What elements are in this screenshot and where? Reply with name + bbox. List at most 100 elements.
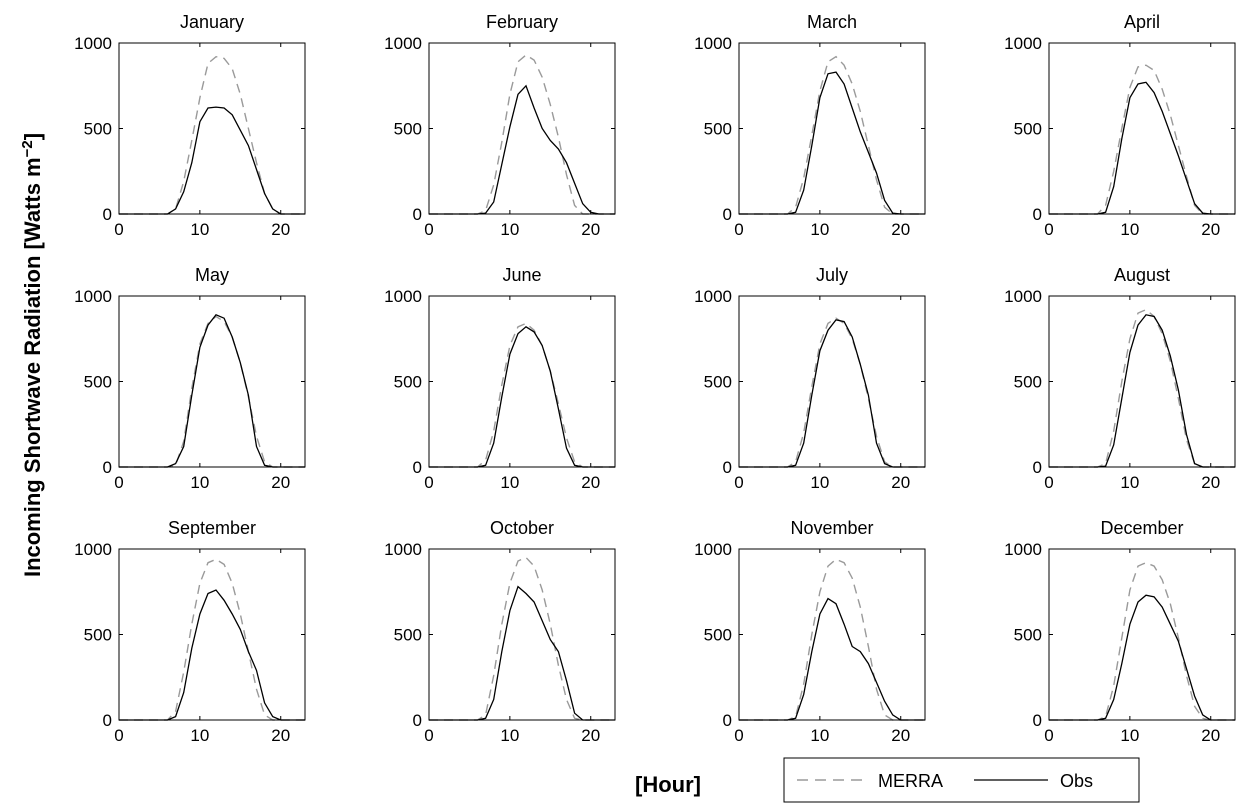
x-tick-label: 0	[424, 220, 433, 239]
series-obs-line	[119, 106, 305, 215]
series-obs-line	[429, 325, 615, 468]
series-merra-line	[739, 55, 925, 215]
y-tick-label: 500	[394, 626, 422, 645]
x-tick-label: 10	[500, 220, 519, 239]
y-tick-label: 500	[704, 120, 732, 139]
x-tick-label: 0	[734, 220, 743, 239]
y-tick-label: 1000	[384, 287, 422, 306]
series-obs-line	[739, 71, 925, 215]
axes-frame	[738, 42, 926, 215]
panel-title: March	[807, 12, 857, 32]
y-axis-label-text: Incoming Shortwave Radiation [Watts m	[20, 157, 45, 577]
y-tick-label: 500	[84, 626, 112, 645]
x-tick-label: 10	[190, 473, 209, 492]
panel-april: April 0 10 20 0 500 1000	[1004, 12, 1236, 239]
series-obs-line	[119, 314, 305, 468]
axes-frame	[1048, 548, 1236, 721]
y-tick-label: 500	[394, 373, 422, 392]
y-tick-label: 1000	[384, 540, 422, 559]
panel-title: February	[486, 12, 558, 32]
series-obs-line	[1049, 81, 1235, 215]
panel-august: August 0 10 20 0 500 1000	[1004, 265, 1236, 492]
x-tick-label: 20	[271, 473, 290, 492]
panel-may: May 0 10 20 0 500 1000	[74, 265, 306, 492]
y-tick-label: 0	[413, 711, 422, 730]
axes-frame	[1048, 295, 1236, 468]
axes-frame	[428, 42, 616, 215]
series-obs-line	[429, 585, 615, 721]
y-tick-label: 500	[1014, 626, 1042, 645]
axes-frame	[118, 295, 306, 468]
series-obs-line	[739, 597, 925, 721]
panel-title: May	[195, 265, 229, 285]
y-tick-label: 1000	[694, 34, 732, 53]
series-merra-line	[1049, 308, 1235, 468]
panel-title: June	[502, 265, 541, 285]
y-tick-label: 0	[1033, 711, 1042, 730]
y-tick-label: 0	[413, 205, 422, 224]
panel-title: November	[790, 518, 873, 538]
panel-title: September	[168, 518, 256, 538]
panel-title: October	[490, 518, 554, 538]
series-merra-line	[119, 55, 305, 215]
y-tick-label: 0	[103, 458, 112, 477]
x-tick-label: 0	[734, 726, 743, 745]
y-tick-label: 0	[723, 711, 732, 730]
axes-frame	[118, 42, 306, 215]
y-tick-label: 1000	[1004, 34, 1042, 53]
x-tick-label: 10	[1120, 220, 1139, 239]
series-merra-line	[429, 54, 615, 215]
x-tick-label: 10	[500, 726, 519, 745]
y-tick-label: 500	[1014, 120, 1042, 139]
x-tick-label: 20	[1201, 726, 1220, 745]
series-merra-line	[429, 322, 615, 468]
x-tick-label: 10	[810, 473, 829, 492]
y-axis-label-exponent: −2	[19, 140, 36, 157]
x-tick-label: 20	[891, 220, 910, 239]
panel-title: December	[1100, 518, 1183, 538]
x-tick-label: 20	[891, 726, 910, 745]
x-tick-label: 20	[1201, 473, 1220, 492]
x-tick-label: 20	[891, 473, 910, 492]
series-merra-line	[119, 315, 305, 468]
y-tick-label: 500	[704, 626, 732, 645]
axes-frame	[428, 295, 616, 468]
x-tick-label: 10	[190, 220, 209, 239]
x-tick-label: 20	[271, 726, 290, 745]
panel-march: March 0 10 20 0 500 1000	[694, 12, 926, 239]
y-tick-label: 0	[723, 458, 732, 477]
series-merra-line	[1049, 561, 1235, 721]
series-merra-line	[739, 317, 925, 468]
legend: MERRA Obs	[783, 757, 1140, 803]
panel-october: October 0 10 20 0 500 1000	[384, 518, 616, 745]
x-tick-label: 20	[581, 726, 600, 745]
x-tick-label: 0	[114, 726, 123, 745]
series-obs-line	[429, 84, 615, 215]
y-tick-label: 1000	[74, 34, 112, 53]
series-merra-line	[119, 558, 305, 721]
y-tick-label: 0	[103, 205, 112, 224]
x-tick-label: 10	[810, 220, 829, 239]
x-tick-label: 10	[1120, 726, 1139, 745]
x-tick-label: 0	[114, 220, 123, 239]
x-tick-label: 10	[500, 473, 519, 492]
y-tick-label: 500	[394, 120, 422, 139]
axes-frame	[1048, 42, 1236, 215]
x-tick-label: 0	[1044, 726, 1053, 745]
x-tick-label: 20	[271, 220, 290, 239]
y-tick-label: 0	[1033, 458, 1042, 477]
y-tick-label: 0	[413, 458, 422, 477]
x-tick-label: 10	[810, 726, 829, 745]
y-tick-label: 500	[1014, 373, 1042, 392]
series-obs-line	[1049, 314, 1235, 468]
panel-title: January	[180, 12, 244, 32]
x-tick-label: 20	[581, 220, 600, 239]
y-tick-label: 0	[723, 205, 732, 224]
panel-september: September 0 10 20 0 500 1000	[74, 518, 306, 745]
series-merra-line	[1049, 64, 1235, 215]
series-merra-line	[429, 556, 615, 721]
x-tick-label: 0	[734, 473, 743, 492]
axes-frame	[118, 548, 306, 721]
